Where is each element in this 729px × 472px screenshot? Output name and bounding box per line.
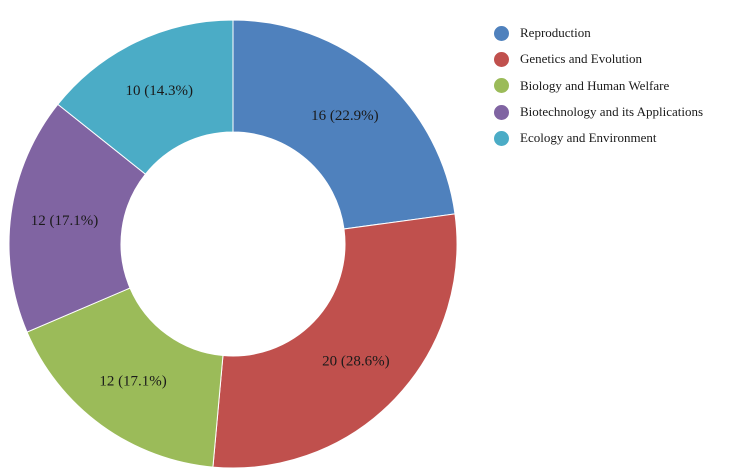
- legend-label: Reproduction: [520, 25, 591, 41]
- legend-marker: [494, 104, 509, 120]
- legend-item-reproduction[interactable]: Reproduction: [494, 20, 703, 46]
- chart-legend: Reproduction Genetics and Evolution Biolog…: [494, 20, 703, 151]
- legend-label: Biology and Human Welfare: [520, 77, 670, 93]
- legend-item-genetics-and-evolution[interactable]: Genetics and Evolution: [494, 46, 703, 72]
- legend-marker: [494, 25, 509, 41]
- legend-marker: [494, 130, 509, 146]
- legend-marker: [494, 51, 509, 67]
- slice-label-biology-and-human-welfare: 12 (17.1%): [99, 374, 167, 390]
- legend-item-biotechnology-and-its-applications[interactable]: Biotechnology and its Applications: [494, 99, 703, 125]
- legend-label: Genetics and Evolution: [520, 51, 643, 67]
- slice-label-ecology-and-environment: 10 (14.3%): [125, 83, 193, 99]
- legend-label: Biotechnology and its Applications: [520, 104, 704, 120]
- slice-label-genetics-and-evolution: 20 (28.6%): [322, 353, 390, 369]
- slice-labels: 16 (22.9%) 20 (28.6%) 12 (17.1%) 12 (17.1%)…: [31, 83, 390, 390]
- slice-biotechnology-and-its-applications[interactable]: [8, 103, 147, 333]
- slice-biology-and-human-welfare[interactable]: [26, 287, 224, 468]
- donut-slices: [8, 19, 458, 469]
- legend-marker: [494, 78, 509, 94]
- legend-item-ecology-and-environment[interactable]: Ecology and Environment: [494, 125, 703, 151]
- slice-label-reproduction: 16 (22.9%): [311, 108, 379, 124]
- slice-genetics-and-evolution[interactable]: [212, 213, 458, 469]
- slice-ecology-and-environment[interactable]: [57, 19, 234, 175]
- slice-reproduction[interactable]: [232, 19, 456, 230]
- slice-label-biotechnology-and-its-applications: 12 (17.1%): [31, 213, 99, 229]
- legend-item-biology-and-human-welfare[interactable]: Biology and Human Welfare: [494, 73, 703, 99]
- legend-label: Ecology and Environment: [520, 130, 657, 146]
